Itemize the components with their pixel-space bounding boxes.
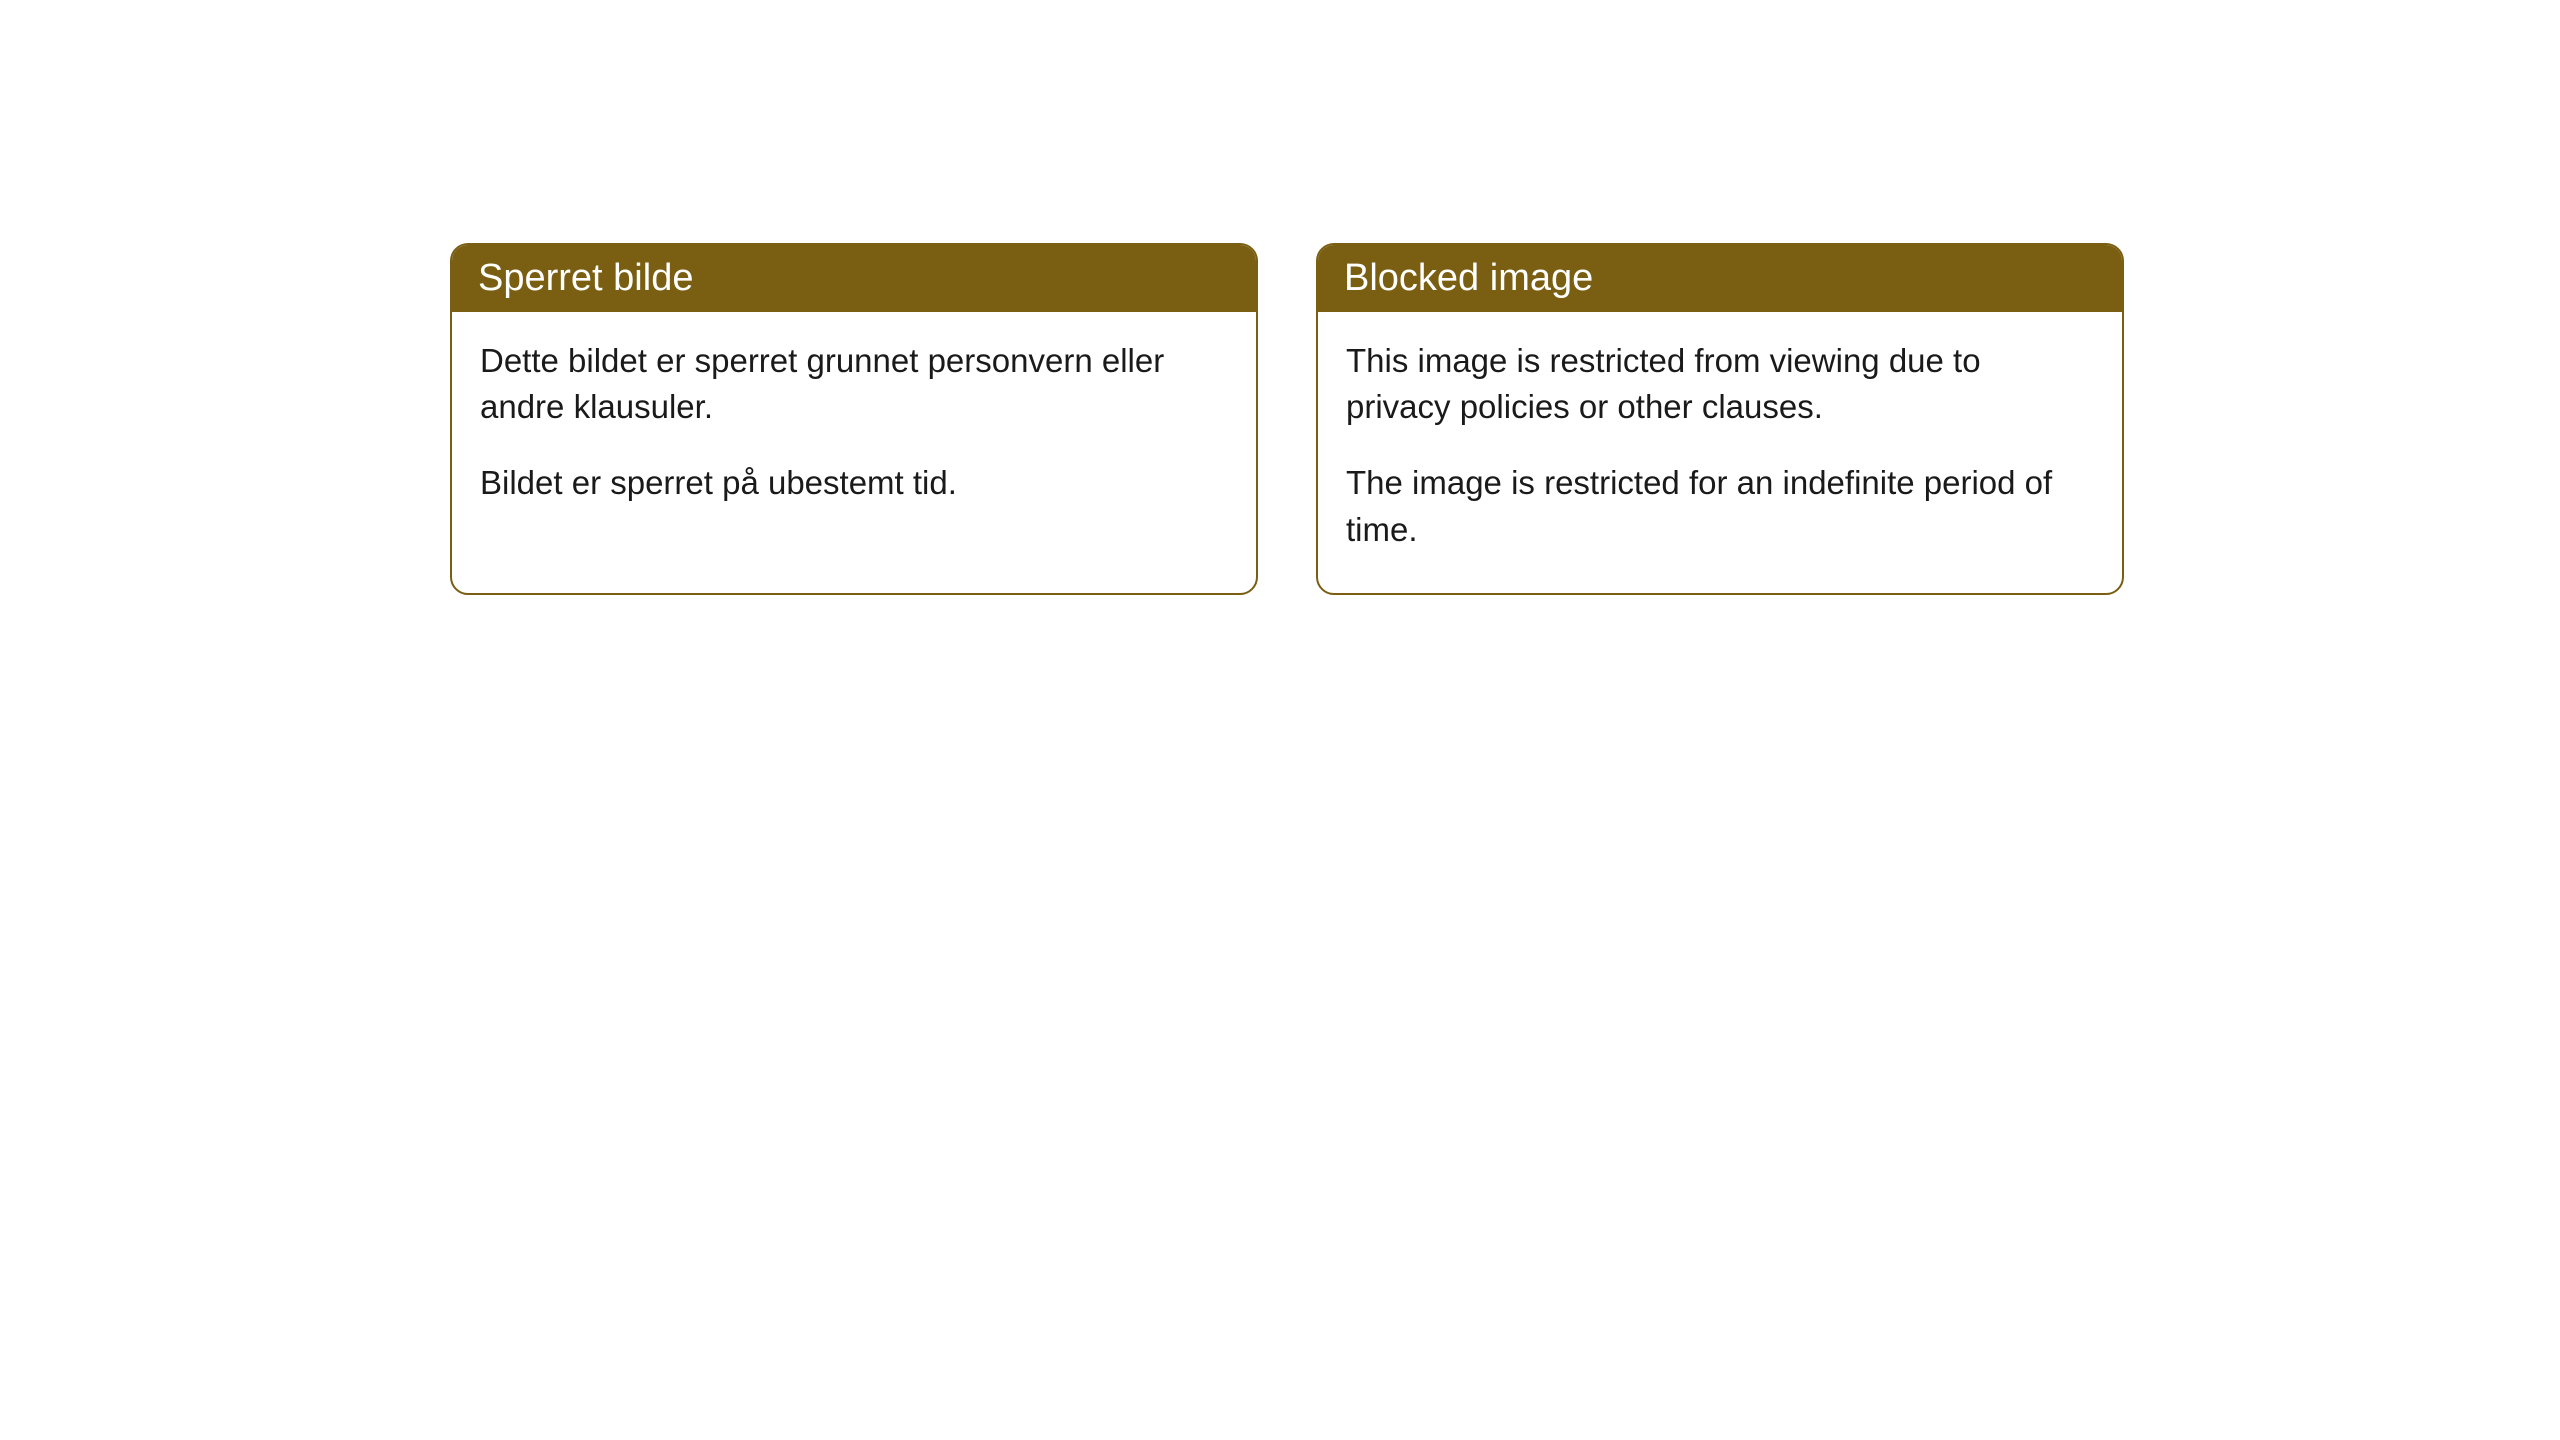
card-paragraph-2: The image is restricted for an indefinit… (1346, 460, 2094, 552)
blocked-image-card-english: Blocked image This image is restricted f… (1316, 243, 2124, 595)
card-title: Sperret bilde (478, 257, 693, 299)
card-paragraph-1: This image is restricted from viewing du… (1346, 338, 2094, 430)
card-body-english: This image is restricted from viewing du… (1318, 312, 2122, 593)
card-title: Blocked image (1344, 257, 1593, 299)
card-header-english: Blocked image (1318, 245, 2122, 312)
card-paragraph-1: Dette bildet er sperret grunnet personve… (480, 338, 1228, 430)
card-body-norwegian: Dette bildet er sperret grunnet personve… (452, 312, 1256, 547)
notice-cards-container: Sperret bilde Dette bildet er sperret gr… (450, 243, 2124, 595)
card-header-norwegian: Sperret bilde (452, 245, 1256, 312)
blocked-image-card-norwegian: Sperret bilde Dette bildet er sperret gr… (450, 243, 1258, 595)
card-paragraph-2: Bildet er sperret på ubestemt tid. (480, 460, 1228, 506)
